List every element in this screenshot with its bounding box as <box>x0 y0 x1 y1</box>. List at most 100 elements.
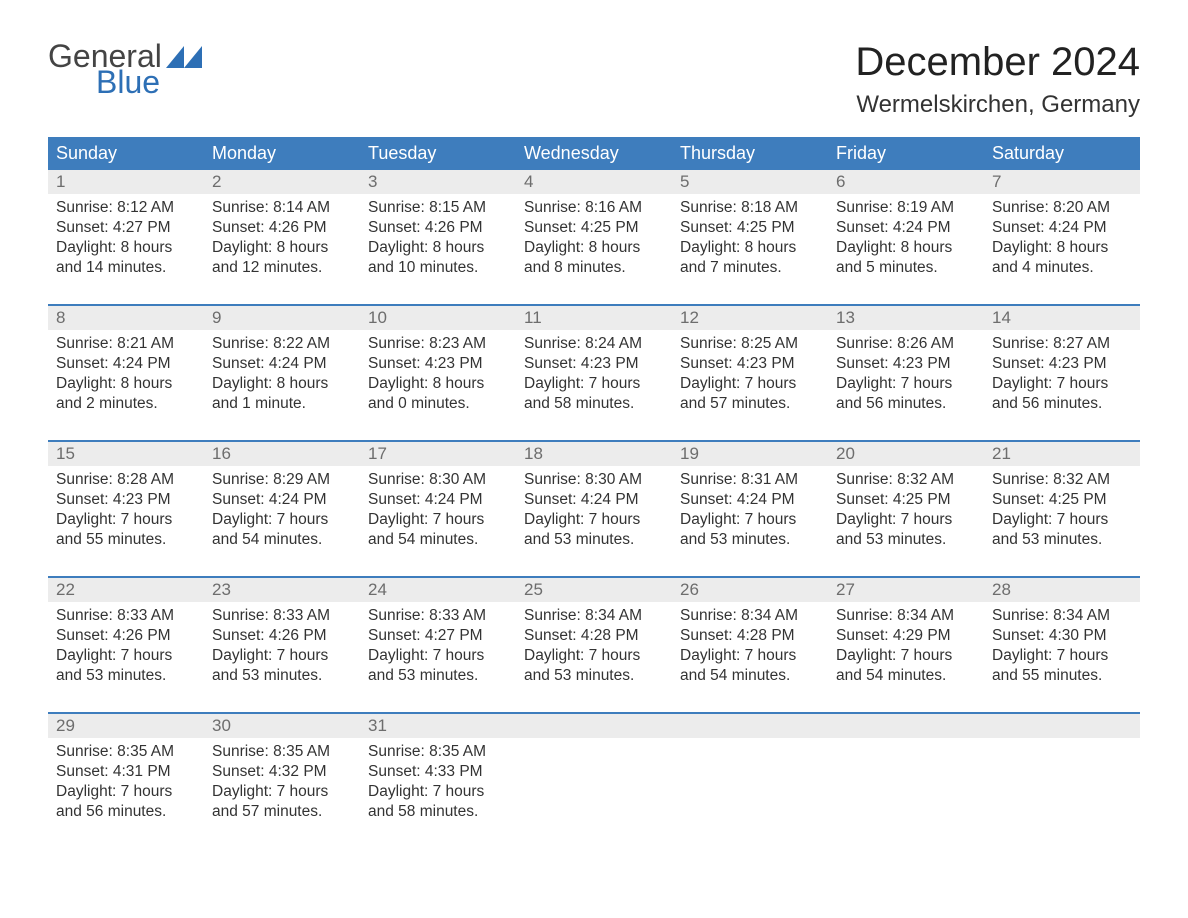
day-sunset-text: Sunset: 4:29 PM <box>836 626 976 646</box>
day-number: 26 <box>672 578 828 602</box>
calendar-day-cell: Sunrise: 8:15 AMSunset: 4:26 PMDaylight:… <box>360 194 516 290</box>
day-sunset-text: Sunset: 4:26 PM <box>212 218 352 238</box>
day-d2-text: and 58 minutes. <box>524 394 664 414</box>
calendar-day-cell: Sunrise: 8:34 AMSunset: 4:29 PMDaylight:… <box>828 602 984 698</box>
day-d1-text: Daylight: 7 hours <box>836 510 976 530</box>
day-d2-text: and 55 minutes. <box>992 666 1132 686</box>
day-d2-text: and 57 minutes. <box>212 802 352 822</box>
calendar-day-cell: Sunrise: 8:32 AMSunset: 4:25 PMDaylight:… <box>984 466 1140 562</box>
weekday-header: Friday <box>828 137 984 170</box>
day-number-band: 891011121314 <box>48 306 1140 330</box>
day-sunset-text: Sunset: 4:27 PM <box>368 626 508 646</box>
calendar-day-cell: Sunrise: 8:34 AMSunset: 4:30 PMDaylight:… <box>984 602 1140 698</box>
day-sunset-text: Sunset: 4:31 PM <box>56 762 196 782</box>
day-number-band: 293031 <box>48 714 1140 738</box>
calendar-day-cell: Sunrise: 8:25 AMSunset: 4:23 PMDaylight:… <box>672 330 828 426</box>
day-d1-text: Daylight: 7 hours <box>212 510 352 530</box>
calendar-body: 1234567Sunrise: 8:12 AMSunset: 4:27 PMDa… <box>48 170 1140 834</box>
day-sunrise-text: Sunrise: 8:26 AM <box>836 334 976 354</box>
day-d2-text: and 53 minutes. <box>680 530 820 550</box>
day-d2-text: and 53 minutes. <box>212 666 352 686</box>
day-sunset-text: Sunset: 4:26 PM <box>368 218 508 238</box>
day-d1-text: Daylight: 7 hours <box>368 782 508 802</box>
day-sunset-text: Sunset: 4:23 PM <box>836 354 976 374</box>
day-number: 6 <box>828 170 984 194</box>
day-d2-text: and 56 minutes. <box>836 394 976 414</box>
day-sunrise-text: Sunrise: 8:30 AM <box>368 470 508 490</box>
day-number: 17 <box>360 442 516 466</box>
day-d1-text: Daylight: 8 hours <box>56 374 196 394</box>
day-d1-text: Daylight: 7 hours <box>524 374 664 394</box>
day-sunrise-text: Sunrise: 8:33 AM <box>368 606 508 626</box>
day-d2-text: and 14 minutes. <box>56 258 196 278</box>
day-d1-text: Daylight: 8 hours <box>680 238 820 258</box>
calendar-day-cell: Sunrise: 8:35 AMSunset: 4:32 PMDaylight:… <box>204 738 360 834</box>
calendar-day-cell: Sunrise: 8:34 AMSunset: 4:28 PMDaylight:… <box>516 602 672 698</box>
brand-logo: General Blue <box>48 40 202 98</box>
day-number: 31 <box>360 714 516 738</box>
calendar-day-cell: Sunrise: 8:16 AMSunset: 4:25 PMDaylight:… <box>516 194 672 290</box>
day-number: 11 <box>516 306 672 330</box>
brand-triangle-icon <box>166 46 202 68</box>
day-sunrise-text: Sunrise: 8:25 AM <box>680 334 820 354</box>
calendar-day-cell: Sunrise: 8:26 AMSunset: 4:23 PMDaylight:… <box>828 330 984 426</box>
day-number: 3 <box>360 170 516 194</box>
day-sunrise-text: Sunrise: 8:35 AM <box>368 742 508 762</box>
day-sunset-text: Sunset: 4:23 PM <box>524 354 664 374</box>
day-sunrise-text: Sunrise: 8:32 AM <box>992 470 1132 490</box>
day-d2-text: and 55 minutes. <box>56 530 196 550</box>
day-d2-text: and 53 minutes. <box>992 530 1132 550</box>
calendar-day-cell: Sunrise: 8:30 AMSunset: 4:24 PMDaylight:… <box>360 466 516 562</box>
calendar-day-cell: Sunrise: 8:35 AMSunset: 4:31 PMDaylight:… <box>48 738 204 834</box>
day-number: 1 <box>48 170 204 194</box>
day-number: 4 <box>516 170 672 194</box>
weekday-header-row: SundayMondayTuesdayWednesdayThursdayFrid… <box>48 137 1140 170</box>
day-sunrise-text: Sunrise: 8:33 AM <box>56 606 196 626</box>
calendar-day-cell: Sunrise: 8:21 AMSunset: 4:24 PMDaylight:… <box>48 330 204 426</box>
day-sunrise-text: Sunrise: 8:19 AM <box>836 198 976 218</box>
day-d1-text: Daylight: 7 hours <box>680 510 820 530</box>
day-d2-text: and 54 minutes. <box>680 666 820 686</box>
day-number: 13 <box>828 306 984 330</box>
day-d2-text: and 54 minutes. <box>836 666 976 686</box>
day-number: 18 <box>516 442 672 466</box>
calendar-day-cell: Sunrise: 8:31 AMSunset: 4:24 PMDaylight:… <box>672 466 828 562</box>
day-d2-text: and 0 minutes. <box>368 394 508 414</box>
calendar-day-cell: Sunrise: 8:19 AMSunset: 4:24 PMDaylight:… <box>828 194 984 290</box>
calendar-day-cell: Sunrise: 8:33 AMSunset: 4:26 PMDaylight:… <box>204 602 360 698</box>
day-sunset-text: Sunset: 4:28 PM <box>680 626 820 646</box>
day-sunrise-text: Sunrise: 8:24 AM <box>524 334 664 354</box>
calendar-week-row: 15161718192021Sunrise: 8:28 AMSunset: 4:… <box>48 440 1140 562</box>
day-d1-text: Daylight: 7 hours <box>56 510 196 530</box>
day-sunset-text: Sunset: 4:26 PM <box>56 626 196 646</box>
day-number: 25 <box>516 578 672 602</box>
day-d2-text: and 53 minutes. <box>524 530 664 550</box>
calendar-day-cell <box>828 738 984 834</box>
calendar: SundayMondayTuesdayWednesdayThursdayFrid… <box>48 137 1140 834</box>
day-d2-text: and 53 minutes. <box>368 666 508 686</box>
weekday-header: Thursday <box>672 137 828 170</box>
calendar-week-row: 22232425262728Sunrise: 8:33 AMSunset: 4:… <box>48 576 1140 698</box>
day-sunrise-text: Sunrise: 8:34 AM <box>992 606 1132 626</box>
calendar-day-cell: Sunrise: 8:33 AMSunset: 4:26 PMDaylight:… <box>48 602 204 698</box>
day-sunset-text: Sunset: 4:32 PM <box>212 762 352 782</box>
day-d1-text: Daylight: 8 hours <box>368 374 508 394</box>
day-sunrise-text: Sunrise: 8:23 AM <box>368 334 508 354</box>
day-d1-text: Daylight: 7 hours <box>836 374 976 394</box>
day-d1-text: Daylight: 7 hours <box>992 374 1132 394</box>
brand-text-line2: Blue <box>96 66 202 98</box>
day-d2-text: and 5 minutes. <box>836 258 976 278</box>
page-heading: December 2024 Wermelskirchen, Germany <box>855 40 1140 119</box>
calendar-day-cell: Sunrise: 8:32 AMSunset: 4:25 PMDaylight:… <box>828 466 984 562</box>
day-sunrise-text: Sunrise: 8:34 AM <box>524 606 664 626</box>
day-d2-text: and 53 minutes. <box>524 666 664 686</box>
day-number: 20 <box>828 442 984 466</box>
day-d1-text: Daylight: 7 hours <box>680 374 820 394</box>
weekday-header: Wednesday <box>516 137 672 170</box>
calendar-week-row: 1234567Sunrise: 8:12 AMSunset: 4:27 PMDa… <box>48 170 1140 290</box>
day-sunset-text: Sunset: 4:27 PM <box>56 218 196 238</box>
day-number: 23 <box>204 578 360 602</box>
day-sunset-text: Sunset: 4:25 PM <box>524 218 664 238</box>
calendar-day-cell: Sunrise: 8:29 AMSunset: 4:24 PMDaylight:… <box>204 466 360 562</box>
day-sunset-text: Sunset: 4:24 PM <box>368 490 508 510</box>
